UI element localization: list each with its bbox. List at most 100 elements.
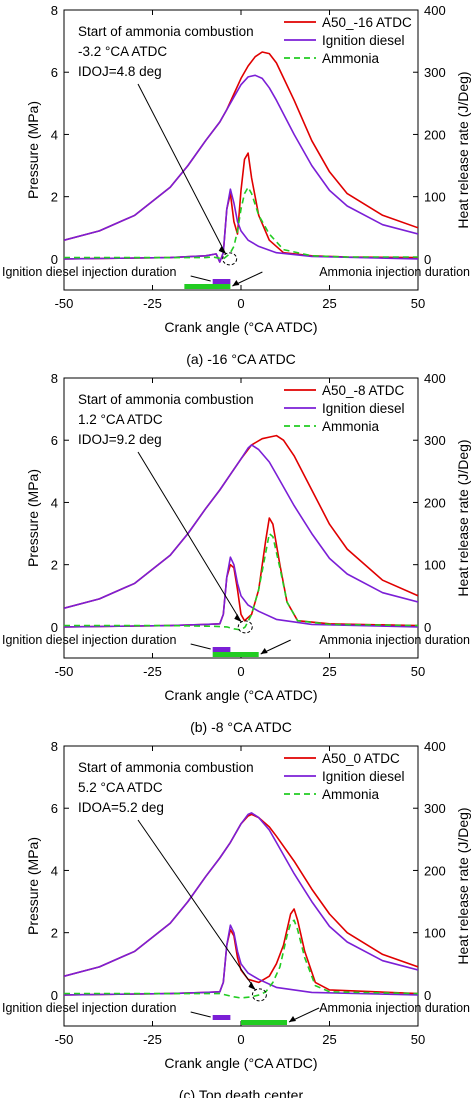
legend-label-diesel: Ignition diesel xyxy=(322,769,405,784)
series-line-ammonia-hrr xyxy=(64,532,418,631)
y-tick-label: 6 xyxy=(51,433,58,448)
y2-tick-label: 0 xyxy=(424,620,431,635)
chart-caption: (b) -8 °CA ATDC xyxy=(190,719,292,735)
y2-tick-label: 400 xyxy=(424,371,446,386)
x-tick-label: 0 xyxy=(237,664,244,679)
series-line-diesel-pressure xyxy=(64,74,418,241)
legend-label-ammonia: Ammonia xyxy=(322,51,380,66)
y-tick-label: 0 xyxy=(51,988,58,1003)
y-axis-label: Pressure (MPa) xyxy=(25,837,41,935)
diesel-injection-arrow xyxy=(190,1011,211,1018)
series-line-ammonia-hrr xyxy=(64,186,418,260)
annotation-line-1: Start of ammonia combustion xyxy=(78,760,254,775)
y2-tick-label: 300 xyxy=(424,801,446,816)
y-tick-label: 6 xyxy=(51,801,58,816)
legend-label-a50: A50_-8 ATDC xyxy=(322,383,405,398)
annotation-arrow xyxy=(137,83,227,255)
legend-label-diesel: Ignition diesel xyxy=(322,33,405,48)
y-axis-label: Pressure (MPa) xyxy=(25,101,41,199)
diesel-injection-label: Ignition diesel injection duration xyxy=(2,1001,176,1015)
x-tick-label: 25 xyxy=(322,664,336,679)
annotation-line-2: 1.2 °CA ATDC xyxy=(78,412,163,427)
y2-axis-label: Heat release rate (J/Deg) xyxy=(455,439,471,596)
annotation-line-2: 5.2 °CA ATDC xyxy=(78,780,163,795)
soc-marker-ellipse xyxy=(251,988,267,1002)
y2-tick-label: 300 xyxy=(424,65,446,80)
x-tick-label: 50 xyxy=(411,664,425,679)
y2-tick-label: 400 xyxy=(424,3,446,18)
diesel-injection-label: Ignition diesel injection duration xyxy=(2,633,176,647)
legend-label-diesel: Ignition diesel xyxy=(322,401,405,416)
annotation-arrowhead xyxy=(218,245,226,254)
annotation-line-3: IDOA=5.2 deg xyxy=(78,800,164,815)
chart-panel-1: -50 -25 0 25 50 0 2 4 6 8 0 100 200 300 400 Crank angle… xyxy=(2,3,471,367)
x-tick-label: 50 xyxy=(411,1032,425,1047)
series-line-diesel-hrr xyxy=(64,188,418,263)
y2-tick-label: 100 xyxy=(424,926,446,941)
y-tick-label: 2 xyxy=(51,190,58,205)
series-line-a50-pressure xyxy=(64,434,418,609)
y2-tick-label: 200 xyxy=(424,863,446,878)
soc-marker-ellipse xyxy=(222,252,238,266)
x-tick-label: -25 xyxy=(143,296,162,311)
annotation-line-2: -3.2 °CA ATDC xyxy=(78,44,167,59)
x-tick-label: -25 xyxy=(143,664,162,679)
series-line-ammonia-hrr xyxy=(64,919,418,999)
soc-marker-ellipse xyxy=(237,620,253,634)
annotation-arrow xyxy=(137,819,256,991)
series-line-a50-hrr xyxy=(64,517,418,628)
x-tick-label: 0 xyxy=(237,1032,244,1047)
x-axis-label: Crank angle (°CA ATDC) xyxy=(164,687,317,703)
legend-label-a50: A50_0 ATDC xyxy=(322,751,400,766)
x-axis-label: Crank angle (°CA ATDC) xyxy=(164,1055,317,1071)
y-tick-label: 0 xyxy=(51,620,58,635)
ammonia-injection-bar xyxy=(212,652,259,657)
chart-caption: (c) Top death center xyxy=(179,1087,304,1098)
ammonia-injection-arrowhead xyxy=(260,648,268,654)
y-axis-label: Pressure (MPa) xyxy=(25,469,41,567)
x-tick-label: 50 xyxy=(411,296,425,311)
y2-axis-label: Heat release rate (J/Deg) xyxy=(455,807,471,964)
legend-label-ammonia: Ammonia xyxy=(322,787,380,802)
y-tick-label: 4 xyxy=(51,863,58,878)
series-group xyxy=(64,434,418,631)
y2-tick-label: 100 xyxy=(424,558,446,573)
annotation-line-1: Start of ammonia combustion xyxy=(78,392,254,407)
ammonia-injection-bar xyxy=(241,1020,288,1025)
x-tick-label: -25 xyxy=(143,1032,162,1047)
ammonia-injection-bar xyxy=(184,284,231,289)
chart-panel-2: -50 -25 0 25 50 0 2 4 6 8 0 100 200 300 400 Crank angle… xyxy=(2,371,471,735)
y-tick-label: 0 xyxy=(51,252,58,267)
chart-panel-3: -50 -25 0 25 50 0 2 4 6 8 0 100 200 300 400 Crank angle… xyxy=(2,739,471,1098)
annotation-arrowhead xyxy=(234,613,242,622)
series-line-diesel-pressure xyxy=(64,444,418,609)
ammonia-injection-label: Ammonia injection duration xyxy=(319,265,470,279)
y2-tick-label: 0 xyxy=(424,988,431,1003)
ammonia-injection-label: Ammonia injection duration xyxy=(319,1001,470,1015)
diesel-injection-arrow xyxy=(190,643,211,650)
ammonia-injection-arrowhead xyxy=(232,280,240,286)
diesel-injection-label: Ignition diesel injection duration xyxy=(2,265,176,279)
y2-tick-label: 200 xyxy=(424,495,446,510)
y2-tick-label: 300 xyxy=(424,433,446,448)
series-group xyxy=(64,51,418,263)
y2-tick-label: 100 xyxy=(424,190,446,205)
y-tick-label: 6 xyxy=(51,65,58,80)
annotation-line-3: IDOJ=4.8 deg xyxy=(78,64,162,79)
y-tick-label: 8 xyxy=(51,3,58,18)
x-tick-label: -50 xyxy=(55,296,74,311)
y-tick-label: 8 xyxy=(51,739,58,754)
x-tick-label: -50 xyxy=(55,1032,74,1047)
legend-label-a50: A50_-16 ATDC xyxy=(322,15,412,30)
y2-tick-label: 0 xyxy=(424,252,431,267)
y-tick-label: 2 xyxy=(51,558,58,573)
x-axis-label: Crank angle (°CA ATDC) xyxy=(164,319,317,335)
y-tick-label: 8 xyxy=(51,371,58,386)
series-line-diesel-hrr xyxy=(64,924,418,996)
annotation-line-3: IDOJ=9.2 deg xyxy=(78,432,162,447)
diesel-injection-bar xyxy=(212,1015,231,1020)
series-line-diesel-hrr xyxy=(64,556,418,628)
annotation-arrowhead xyxy=(248,981,256,990)
y-tick-label: 4 xyxy=(51,495,58,510)
